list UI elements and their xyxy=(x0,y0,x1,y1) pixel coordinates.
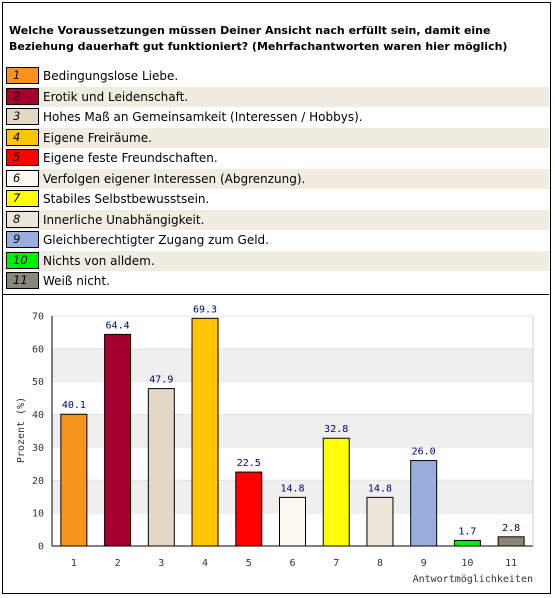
bar xyxy=(279,496,306,547)
y-tick-labels: 0 10 20 30 40 50 60 70 xyxy=(32,312,44,553)
value-label: 1.7 xyxy=(458,526,476,537)
legend-label: Weiß nicht. xyxy=(43,274,110,288)
y-axis-label: Prozent (%) xyxy=(16,397,27,463)
value-label: 14.8 xyxy=(280,483,304,494)
bar xyxy=(147,388,175,547)
y-tick-label: 0 xyxy=(38,542,44,553)
value-label: 22.5 xyxy=(237,458,261,469)
legend-swatch: 11 xyxy=(6,272,39,289)
legend-label: Innerliche Unabhängigkeit. xyxy=(43,212,205,227)
y-tick-label: 50 xyxy=(32,377,44,388)
y-tick-label: 70 xyxy=(32,312,44,323)
x-tick-label: 9 xyxy=(421,558,427,569)
divider xyxy=(3,294,549,295)
legend-label: Eigene Freiräume. xyxy=(43,130,152,145)
value-label: 69.3 xyxy=(193,304,217,315)
legend-label: Eigene feste Freundschaften. xyxy=(43,151,218,165)
legend-swatch: 9 xyxy=(6,231,39,248)
bar xyxy=(235,471,263,547)
x-axis-label: Antwortmöglichkeiten xyxy=(413,574,533,585)
legend-item: 4 Eigene Freiräume. xyxy=(3,127,549,148)
value-label: 40.1 xyxy=(62,400,86,411)
legend-item: 2 Erotik und Leidenschaft. xyxy=(3,86,549,107)
y-tick-label: 40 xyxy=(32,410,44,421)
x-tick-label: 5 xyxy=(246,558,252,569)
legend-item: 5 Eigene feste Freundschaften. xyxy=(3,148,549,169)
value-label: 26.0 xyxy=(412,447,436,458)
legend-label: Hohes Maß an Gemeinsamkeit (Interessen /… xyxy=(43,110,363,124)
bar xyxy=(322,437,350,547)
x-tick-label: 2 xyxy=(115,558,121,569)
x-tick-label: 10 xyxy=(461,558,473,569)
legend-item: 10 Nichts von alldem. xyxy=(3,250,549,271)
value-label: 2.8 xyxy=(502,523,520,534)
legend-swatch: 6 xyxy=(6,169,39,187)
y-tick-label: 20 xyxy=(32,476,44,487)
bar xyxy=(453,539,481,547)
value-labels: 40.1 64.4 47.9 69.3 22.5 14.8 32.8 14.8 26.0 1.7 2… xyxy=(62,304,520,537)
legend-swatch: 4 xyxy=(6,128,39,146)
y-tick-label: 10 xyxy=(32,509,44,520)
x-tick-label: 6 xyxy=(289,558,295,569)
legend-label: Gleichberechtigter Zugang zum Geld. xyxy=(43,233,269,247)
value-label: 64.4 xyxy=(106,320,130,331)
legend-label: Stabiles Selbstbewusstsein. xyxy=(43,192,210,206)
bar xyxy=(191,317,219,547)
legend-swatch: 8 xyxy=(6,210,39,228)
legend-item: 6 Verfolgen eigener Interessen (Abgrenzun… xyxy=(3,168,549,189)
value-label: 47.9 xyxy=(149,375,173,386)
legend-item: 7 Stabiles Selbstbewusstsein. xyxy=(3,189,549,210)
legend-swatch: 10 xyxy=(6,251,39,269)
x-tick-label: 3 xyxy=(158,558,164,569)
grid-band xyxy=(52,348,533,382)
bar xyxy=(410,460,438,547)
x-tick-label: 1 xyxy=(71,558,77,569)
x-tick-labels: 1 2 3 4 5 6 7 8 9 10 11 xyxy=(71,558,517,569)
legend-swatch: 5 xyxy=(6,149,39,166)
question-text: Welche Voraussetzungen müssen Deiner Ans… xyxy=(9,24,508,53)
x-tick-label: 8 xyxy=(377,558,383,569)
legend-swatch: 1 xyxy=(6,67,39,84)
legend-item: 9 Gleichberechtigter Zugang zum Geld. xyxy=(3,230,549,251)
legend-label: Erotik und Leidenschaft. xyxy=(43,89,189,104)
y-tick-label: 60 xyxy=(32,344,44,355)
bar xyxy=(366,496,394,547)
bar xyxy=(60,413,88,547)
legend-item: 11 Weiß nicht. xyxy=(3,271,549,292)
x-tick-label: 11 xyxy=(505,558,517,569)
y-tick-label: 30 xyxy=(32,443,44,454)
grid-band xyxy=(52,414,533,448)
legend-swatch: 2 xyxy=(6,87,39,105)
x-tick-label: 7 xyxy=(333,558,339,569)
legend-swatch: 7 xyxy=(6,190,39,207)
x-tick-label: 4 xyxy=(202,558,208,569)
value-label: 14.8 xyxy=(368,483,392,494)
legend-item: 3 Hohes Maß an Gemeinsamkeit (Interessen … xyxy=(3,107,549,128)
legend-item: 8 Innerliche Unabhängigkeit. xyxy=(3,209,549,230)
legend-label: Bedingungslose Liebe. xyxy=(43,69,179,83)
legend-item: 1 Bedingungslose Liebe. xyxy=(3,66,549,87)
value-label: 32.8 xyxy=(324,424,348,435)
bar xyxy=(497,536,525,547)
legend-label: Nichts von alldem. xyxy=(43,253,155,268)
bars xyxy=(60,317,525,547)
legend-list: 1 Bedingungslose Liebe. 2 Erotik und Leiden… xyxy=(3,66,549,292)
legend-swatch: 3 xyxy=(6,108,39,125)
bar xyxy=(104,333,132,547)
legend-label: Verfolgen eigener Interessen (Abgrenzung… xyxy=(43,171,306,186)
